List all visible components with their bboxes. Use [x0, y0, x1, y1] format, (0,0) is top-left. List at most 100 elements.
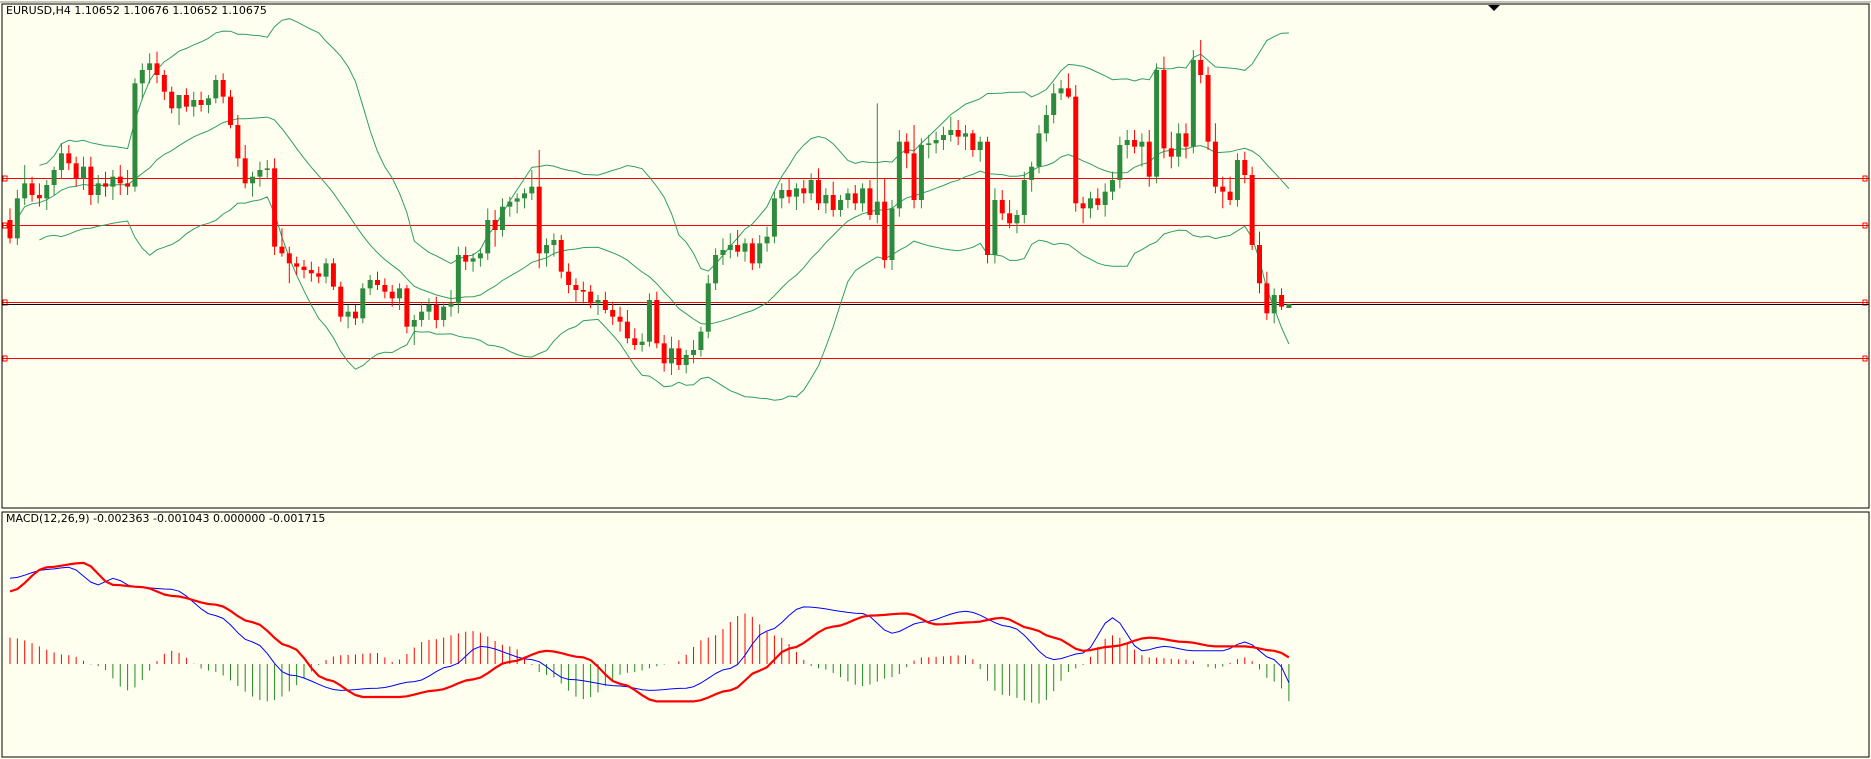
- candle-body: [529, 186, 535, 194]
- candle: [22, 165, 28, 205]
- candle-body: [441, 306, 447, 320]
- candle: [1065, 73, 1071, 99]
- candle: [1205, 66, 1211, 150]
- candle: [286, 246, 292, 284]
- candle: [88, 156, 94, 205]
- candle: [830, 181, 836, 217]
- price-panel-border: [1, 3, 1870, 509]
- candle: [522, 188, 527, 209]
- candle: [536, 150, 542, 269]
- candle-body: [279, 246, 285, 254]
- level-handle-left[interactable]: [2, 175, 8, 182]
- candle: [845, 188, 851, 209]
- candle: [235, 115, 241, 167]
- candle: [771, 191, 777, 244]
- candle: [154, 51, 160, 84]
- candle: [117, 165, 123, 195]
- candle-body: [588, 291, 594, 304]
- candle: [81, 156, 86, 190]
- candle: [808, 173, 814, 200]
- candle: [705, 275, 711, 339]
- level-handle-right[interactable]: [1862, 222, 1868, 229]
- candle: [860, 183, 866, 212]
- candle-body: [294, 263, 300, 267]
- candle-body: [845, 193, 851, 200]
- candle-body: [977, 141, 983, 150]
- candle: [228, 90, 233, 129]
- candle-body: [940, 135, 946, 140]
- candle-body: [117, 176, 123, 184]
- candle-body: [639, 341, 645, 345]
- candle-body: [889, 208, 895, 260]
- candle: [176, 95, 182, 125]
- candle: [749, 238, 755, 270]
- macd-panel: MACD(12,26,9) -0.002363 -0.001043 0.0000…: [6, 512, 1290, 704]
- candle-body: [617, 316, 623, 322]
- candle-body: [176, 95, 182, 109]
- candle-body: [676, 348, 682, 365]
- candle-body: [566, 271, 572, 285]
- candle: [874, 103, 880, 224]
- candle: [1242, 151, 1248, 184]
- candle-body: [654, 300, 660, 344]
- candle: [683, 350, 689, 374]
- candle: [955, 120, 961, 145]
- candle-body: [58, 153, 64, 170]
- level-handle-right[interactable]: [1862, 175, 1868, 182]
- candle: [1051, 83, 1057, 124]
- candle: [1168, 131, 1174, 169]
- candle: [558, 235, 564, 279]
- candle-body: [73, 163, 79, 179]
- candle: [720, 238, 726, 265]
- candle: [970, 130, 976, 157]
- candle: [918, 138, 924, 209]
- candle-body: [455, 255, 461, 304]
- candle-body: [29, 183, 35, 195]
- candle-body: [742, 243, 748, 252]
- candle-body: [470, 258, 476, 262]
- candle-body: [1264, 283, 1270, 314]
- candle: [698, 326, 704, 357]
- candle: [992, 188, 998, 264]
- candle-body: [602, 300, 608, 310]
- candle-body: [580, 290, 586, 292]
- candle: [1227, 176, 1233, 205]
- candle-body: [154, 63, 160, 75]
- candle: [301, 260, 307, 279]
- candle: [1198, 40, 1204, 84]
- candle-body: [257, 170, 263, 177]
- candle: [911, 125, 917, 209]
- candle-body: [757, 243, 763, 264]
- candle-body: [1043, 115, 1049, 134]
- candle-body: [1036, 133, 1042, 167]
- candle-body: [81, 166, 86, 179]
- candle: [639, 333, 645, 352]
- candle-body: [103, 183, 109, 187]
- candle-body: [661, 343, 667, 364]
- candle-body: [44, 185, 50, 199]
- candle: [367, 275, 373, 295]
- candle-body: [713, 255, 719, 284]
- candle-body: [426, 305, 432, 312]
- candle-body: [1110, 180, 1115, 192]
- candle: [1279, 288, 1285, 310]
- candle-body: [205, 98, 211, 105]
- candle-body: [264, 168, 270, 170]
- candle: [882, 178, 888, 269]
- level-handle-left[interactable]: [2, 355, 8, 362]
- candle: [727, 233, 733, 259]
- candle: [426, 298, 432, 320]
- candle-body: [352, 311, 358, 319]
- candle: [1124, 130, 1130, 159]
- level-handle-left[interactable]: [2, 222, 8, 229]
- candle-body: [669, 348, 674, 364]
- candle: [896, 130, 902, 217]
- candle: [779, 183, 785, 209]
- candle-body: [1242, 160, 1248, 175]
- candle: [1154, 63, 1160, 184]
- candle: [735, 230, 741, 257]
- candle-body: [1271, 295, 1277, 314]
- level-handle-right[interactable]: [1862, 355, 1868, 362]
- candle-body: [1051, 93, 1057, 115]
- candle-body: [492, 220, 498, 230]
